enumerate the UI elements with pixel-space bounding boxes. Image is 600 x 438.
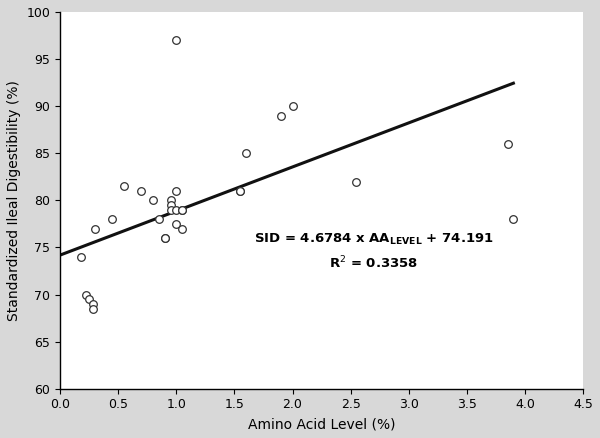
Point — [172, 220, 181, 227]
Point — [241, 150, 251, 157]
Y-axis label: Standardized Ileal Digestibility (%): Standardized Ileal Digestibility (%) — [7, 80, 21, 321]
Point — [172, 187, 181, 194]
Point — [160, 234, 170, 241]
Point — [172, 37, 181, 44]
Point — [85, 296, 94, 303]
Point — [235, 187, 245, 194]
Point — [166, 197, 175, 204]
Point — [76, 253, 86, 260]
Point — [178, 206, 187, 213]
Point — [148, 197, 158, 204]
Point — [288, 102, 298, 110]
Point — [160, 234, 170, 241]
Text: SID = 4.6784 x AA$_{\mathregular{LEVEL}}$ + 74.191: SID = 4.6784 x AA$_{\mathregular{LEVEL}}… — [254, 233, 494, 247]
Point — [166, 206, 175, 213]
Point — [88, 305, 97, 312]
Point — [178, 225, 187, 232]
X-axis label: Amino Acid Level (%): Amino Acid Level (%) — [248, 417, 395, 431]
Point — [154, 215, 164, 223]
Point — [90, 225, 100, 232]
Point — [509, 215, 518, 223]
Point — [276, 112, 286, 119]
Point — [107, 215, 117, 223]
Point — [88, 300, 97, 307]
Point — [81, 291, 91, 298]
Text: R$^{2}$ = 0.3358: R$^{2}$ = 0.3358 — [329, 254, 419, 271]
Point — [166, 201, 175, 208]
Point — [119, 183, 129, 190]
Point — [503, 140, 512, 147]
Point — [178, 206, 187, 213]
Point — [172, 206, 181, 213]
Point — [137, 187, 146, 194]
Point — [235, 187, 245, 194]
Point — [352, 178, 361, 185]
